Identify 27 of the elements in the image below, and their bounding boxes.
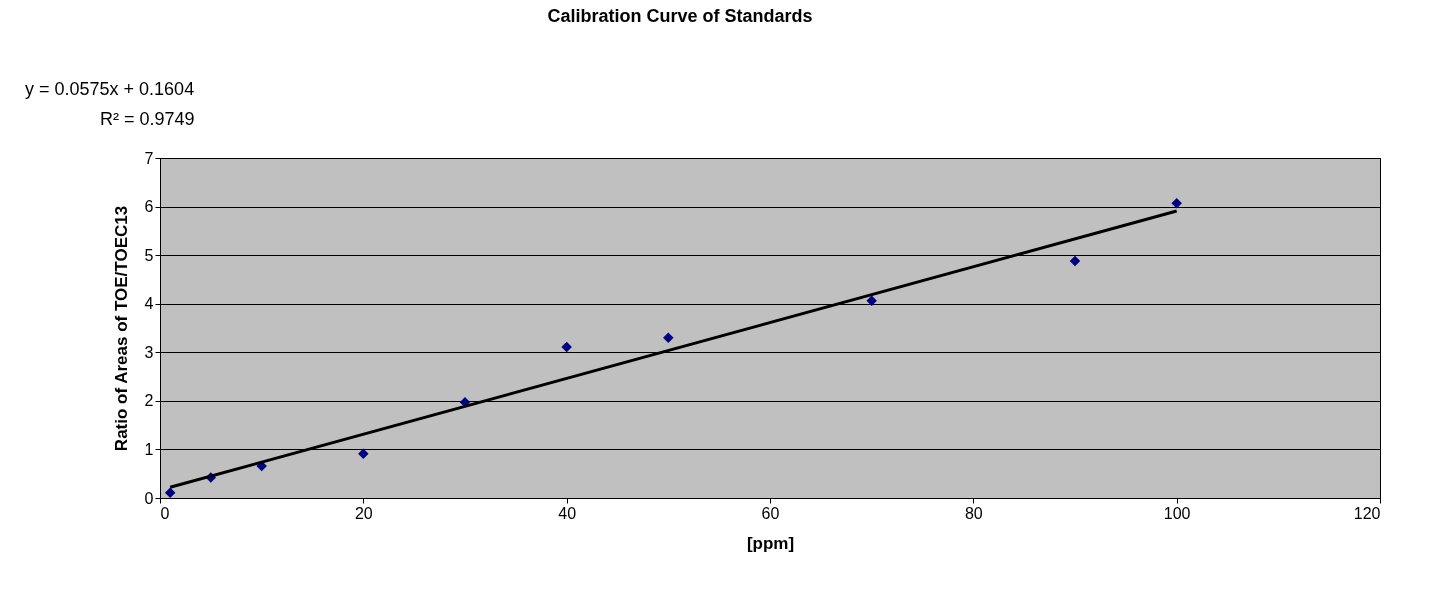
- y-tick-label: 1: [144, 440, 154, 458]
- x-tick-label: 20: [354, 504, 373, 522]
- text: y = 0.0575x + 0.1604: [25, 79, 195, 99]
- y-tick-label: 0: [144, 489, 154, 507]
- point: [1069, 255, 1081, 267]
- y-axis-title: Ratio of Areas of TOE/TOEC13: [111, 205, 131, 452]
- y-tick-label: 7: [144, 149, 154, 167]
- x-tick-label: 100: [1163, 504, 1191, 522]
- x-tick-label: 120: [1353, 504, 1381, 522]
- x-tick-label: 40: [558, 504, 577, 522]
- y-tick-label: 6: [144, 198, 154, 216]
- x-tick-label: 60: [761, 504, 780, 522]
- point: [561, 341, 572, 353]
- x-axis-title: [ppm]: [746, 533, 795, 553]
- x-tick-label: 80: [964, 504, 983, 522]
- x-tick-label: 0: [160, 504, 170, 522]
- y-tick-label: 3: [144, 343, 154, 361]
- text: R² = 0.9749: [100, 109, 195, 129]
- y-tick-label: 5: [144, 246, 154, 264]
- point: [1171, 197, 1182, 209]
- chart-title: Calibration Curve of Standards: [547, 6, 813, 26]
- point: [358, 448, 369, 460]
- y-tick-label: 4: [144, 295, 154, 313]
- y-tick-label: 2: [144, 392, 154, 410]
- point: [663, 332, 674, 343]
- point: [866, 295, 877, 307]
- point: [164, 487, 176, 498]
